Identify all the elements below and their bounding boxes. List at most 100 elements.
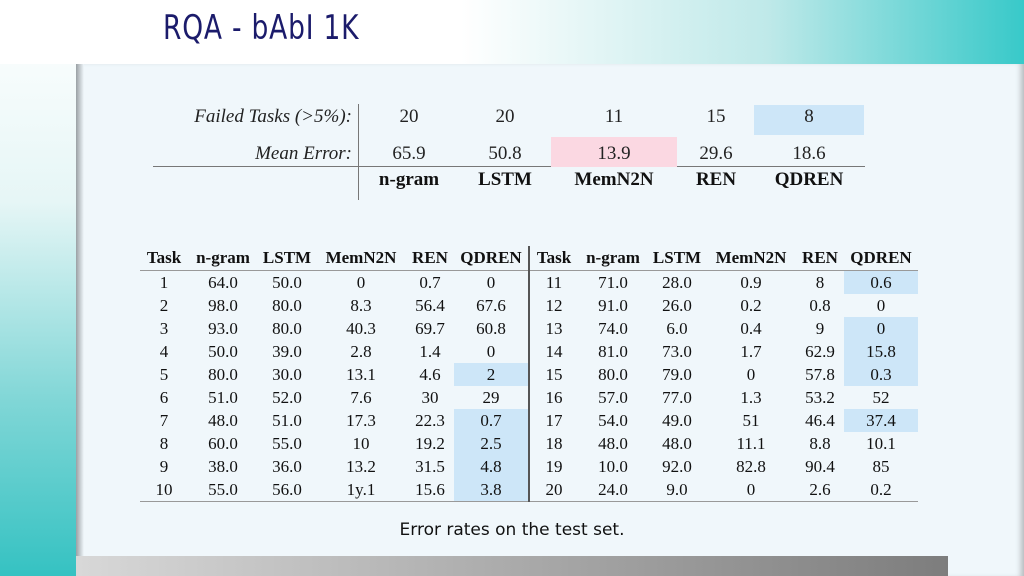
table-row: 8 60.0 55.0 10 19.2 2.5 18 48.0 48.0 11.1 8.8 10.1 xyxy=(140,432,918,455)
cell-right-ren: 8 xyxy=(815,272,825,292)
cell-right-ren: 0.8 xyxy=(809,295,831,315)
header-memn2n: MemN2N xyxy=(316,246,406,271)
cell-left-task: 3 xyxy=(159,318,169,338)
cell-left-ngram: 80.0 xyxy=(208,364,238,384)
cell-right-ngram: 24.0 xyxy=(578,478,648,502)
cell-left-lstm: 51.0 xyxy=(272,410,302,430)
cell-right-ren: 9 xyxy=(815,318,825,338)
cell-right-task: 19 xyxy=(528,455,578,478)
cell-right-lstm: 9.0 xyxy=(648,478,706,502)
cell-right-task: 16 xyxy=(528,386,578,409)
cell-right-qdren: 37.4 xyxy=(844,409,918,432)
cell-right-memn2n: 1.7 xyxy=(740,341,762,361)
cell-left-ren: 1.4 xyxy=(419,341,441,361)
cell-right-ngram: 71.0 xyxy=(598,272,628,292)
cell-right-ren: 62.9 xyxy=(805,341,835,361)
cell-left-qdren: 3.8 xyxy=(454,478,529,502)
cell-right-task: 20 xyxy=(528,478,578,502)
cell-left-qdren: 60.8 xyxy=(476,318,506,338)
cell-right-task: 17 xyxy=(528,409,578,432)
cell-right-ngram: 81.0 xyxy=(598,341,628,361)
cell-right-lstm: 92.0 xyxy=(662,456,692,476)
cell-left-lstm: 55.0 xyxy=(272,433,302,453)
table-caption: Error rates on the test set. xyxy=(399,520,625,540)
cell-right-task: 13 xyxy=(528,317,578,340)
cell-right-qdren: 85 xyxy=(872,456,890,476)
table-row: 4 50.0 39.0 2.8 1.4 0 14 81.0 73.0 1.7 62.9 15.8 xyxy=(140,340,918,363)
cell-right-memn2n: 1.3 xyxy=(740,387,762,407)
cell-right-qdren: 10.1 xyxy=(866,433,896,453)
cell-left-ren: 31.5 xyxy=(415,456,445,476)
cell-left-lstm: 80.0 xyxy=(272,318,302,338)
cell-right-lstm: 6.0 xyxy=(666,318,688,338)
cell-left-qdren: 67.6 xyxy=(476,295,506,315)
cell-right-memn2n: 0.9 xyxy=(740,272,762,292)
cell-left-memn2n: 8.3 xyxy=(350,295,372,315)
cell-left-ngram: 93.0 xyxy=(208,318,238,338)
table-row: 6 51.0 52.0 7.6 30 29 16 57.0 77.0 1.3 53.2 52 xyxy=(140,386,918,409)
table-row: 2 98.0 80.0 8.3 56.4 67.6 12 91.0 26.0 0.2 0.8 0 xyxy=(140,294,918,317)
table-row: 10 55.0 56.0 1y.1 15.6 3.8 20 24.0 9.0 0 2.6 0.2 xyxy=(140,478,918,502)
cell-left-ngram: 50.0 xyxy=(208,341,238,361)
cell-right-lstm: 28.0 xyxy=(662,272,692,292)
cell-right-qdren: 0.2 xyxy=(844,478,918,502)
table-row: 5 80.0 30.0 13.1 4.6 2 15 80.0 79.0 0 57.8 0.3 xyxy=(140,363,918,386)
slide-title: RQA - bAbI 1K xyxy=(163,8,360,48)
cell-left-ren: 19.2 xyxy=(415,433,445,453)
cell-left-ren: 69.7 xyxy=(415,318,445,338)
header-ngram: n-gram xyxy=(188,246,258,271)
cell-right-ren: 2.6 xyxy=(796,478,844,502)
cell-left-task: 8 xyxy=(159,433,169,453)
cell-right-ngram: 48.0 xyxy=(598,433,628,453)
cell-right-task: 18 xyxy=(528,432,578,455)
background-left-gradient xyxy=(0,0,90,576)
header-lstm: LSTM xyxy=(258,246,316,271)
cell-left-ren: 56.4 xyxy=(415,295,445,315)
cell-left-lstm: 30.0 xyxy=(272,364,302,384)
cell-left-lstm: 80.0 xyxy=(272,295,302,315)
cell-left-memn2n: 10 xyxy=(352,433,370,453)
cell-left-ngram: 55.0 xyxy=(188,478,258,502)
cell-right-task: 14 xyxy=(528,340,578,363)
cell-right-lstm: 48.0 xyxy=(662,433,692,453)
cell-right-ngram: 74.0 xyxy=(598,318,628,338)
cell-left-ren: 22.3 xyxy=(415,410,445,430)
cell-left-memn2n: 40.3 xyxy=(346,318,376,338)
cell-left-ren: 0.7 xyxy=(419,272,441,292)
cell-left-qdren: 2 xyxy=(454,363,529,386)
cell-left-lstm: 56.0 xyxy=(258,478,316,502)
cell-right-memn2n: 0 xyxy=(746,364,756,384)
cell-left-memn2n: 13.2 xyxy=(346,456,376,476)
cell-left-memn2n: 2.8 xyxy=(350,341,372,361)
cell-right-lstm: 26.0 xyxy=(662,295,692,315)
cell-left-qdren: 29 xyxy=(482,387,500,407)
header-task: Task xyxy=(140,246,188,271)
header-qdren: QDREN xyxy=(844,246,918,271)
cell-left-memn2n: 1y.1 xyxy=(316,478,406,502)
header-task: Task xyxy=(528,246,578,271)
cell-left-memn2n: 13.1 xyxy=(346,364,376,384)
cell-right-ren: 53.2 xyxy=(805,387,835,407)
header-ren: REN xyxy=(406,246,454,271)
background-top-gradient xyxy=(0,0,1024,64)
cell-left-qdren: 4.8 xyxy=(454,455,529,478)
table-row: 7 48.0 51.0 17.3 22.3 0.7 17 54.0 49.0 51 46.4 37.4 xyxy=(140,409,918,432)
cell-right-qdren: 15.8 xyxy=(844,340,918,363)
cell-right-task: 12 xyxy=(528,294,578,317)
cell-left-lstm: 39.0 xyxy=(272,341,302,361)
cell-left-ngram: 51.0 xyxy=(208,387,238,407)
cell-left-task: 9 xyxy=(159,456,169,476)
table-header-row: Task n-gram LSTM MemN2N REN QDREN Task n… xyxy=(140,246,918,271)
cell-right-ren: 57.8 xyxy=(805,364,835,384)
cell-left-task: 5 xyxy=(159,364,169,384)
header-memn2n: MemN2N xyxy=(706,246,796,271)
cell-left-task: 2 xyxy=(159,295,169,315)
cell-left-task: 4 xyxy=(159,341,169,361)
cell-right-qdren: 52 xyxy=(872,387,890,407)
cell-right-lstm: 77.0 xyxy=(662,387,692,407)
cell-right-lstm: 79.0 xyxy=(662,364,692,384)
cell-right-memn2n: 11.1 xyxy=(736,433,766,453)
cell-right-memn2n: 51 xyxy=(742,410,760,430)
cell-right-ren: 8.8 xyxy=(809,433,831,453)
cell-right-ngram: 91.0 xyxy=(598,295,628,315)
